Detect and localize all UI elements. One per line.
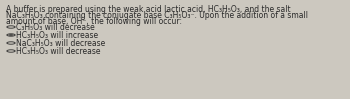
Text: A buffer is prepared using the weak acid lactic acid, HC₃H₅O₃, and the salt: A buffer is prepared using the weak acid… (6, 5, 290, 14)
Circle shape (8, 34, 13, 36)
Circle shape (7, 50, 15, 52)
Circle shape (7, 42, 15, 44)
Text: HC₃H₅O₃ will decrease: HC₃H₅O₃ will decrease (16, 47, 100, 56)
Circle shape (7, 26, 15, 28)
Text: HC₃H₅O₃ will increase: HC₃H₅O₃ will increase (16, 30, 98, 40)
Text: NaC₃H₅O₃ containing the conjugate base C₃H₅O₃⁻. Upon the addition of a small: NaC₃H₅O₃ containing the conjugate base C… (6, 11, 308, 20)
Text: C₃H₅O₃ will decrease: C₃H₅O₃ will decrease (16, 22, 95, 31)
Circle shape (7, 34, 15, 36)
Text: amount of base, OH⁻, the following will occur:: amount of base, OH⁻, the following will … (6, 17, 182, 26)
Text: NaC₃H₅O₃ will decrease: NaC₃H₅O₃ will decrease (16, 39, 105, 48)
